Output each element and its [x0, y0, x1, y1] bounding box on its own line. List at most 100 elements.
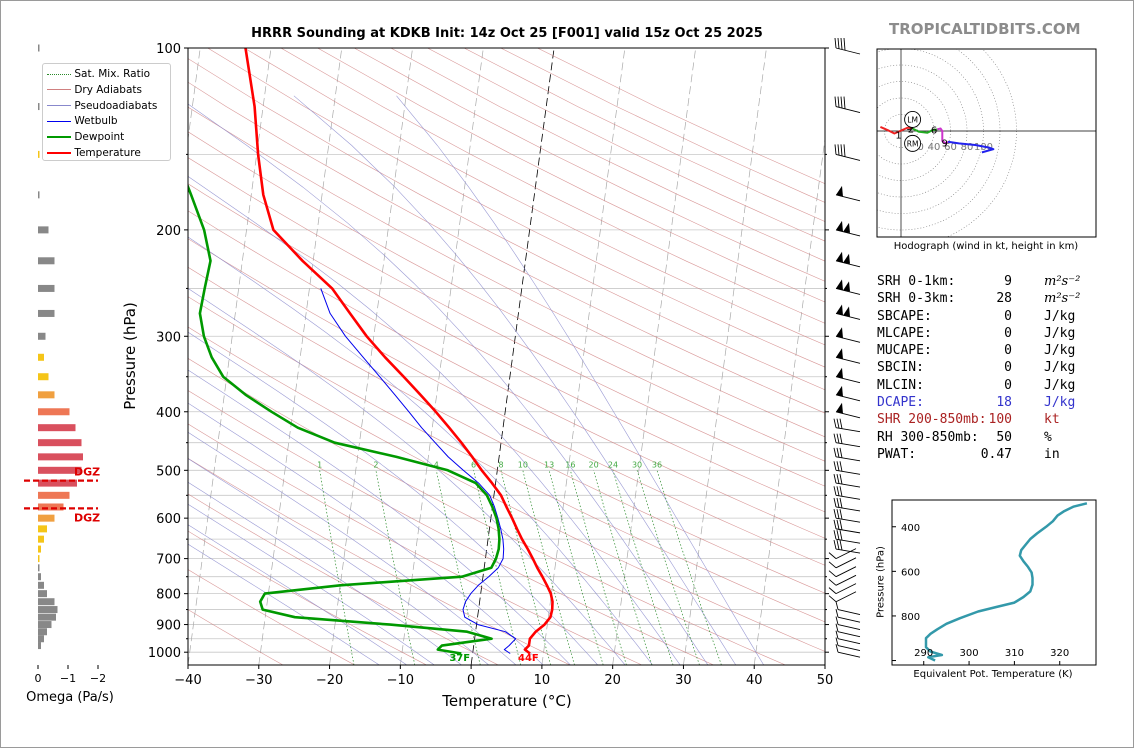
mixing-ratio-label: 6	[471, 460, 476, 469]
wind-barb	[833, 447, 861, 462]
wind-barb	[835, 402, 861, 419]
dry-adiabat	[244, 48, 825, 346]
wind-barb	[835, 367, 861, 384]
omega-bar	[38, 353, 44, 361]
theta-e-y-tick-label: 400	[901, 523, 920, 534]
pseudoadiabat	[188, 503, 435, 665]
hodograph-height-label: 6	[931, 125, 937, 136]
y-tick-label: 400	[156, 406, 181, 421]
wind-barb	[835, 304, 861, 320]
pseudoadiabat	[188, 543, 380, 665]
hodograph-height-label: 3	[906, 122, 912, 133]
mixing-ratio-line	[570, 470, 627, 665]
wind-barb	[835, 327, 861, 343]
hodograph-height-label: 1	[895, 130, 901, 141]
pseudoadiabat	[188, 481, 462, 665]
y-axis-label: Pressure (hPa)	[121, 302, 139, 410]
omega-bar	[38, 284, 55, 292]
isotherm-line	[258, 48, 343, 665]
omega-bar	[38, 439, 82, 447]
wind-barb	[834, 144, 861, 161]
pseudoadiabat	[188, 103, 709, 665]
skew-t-frame	[187, 47, 826, 666]
stats-unit: %	[1044, 429, 1052, 445]
storm-motion-marker	[904, 110, 922, 128]
stats-label: PWAT:	[877, 446, 917, 462]
stats-unit: J/kg	[1044, 395, 1076, 411]
dry-adiabat	[188, 266, 825, 594]
theta-e-x-tick-label: 320	[1050, 648, 1069, 659]
mixing-ratio-label: 8	[498, 460, 503, 469]
x-tick-label: 40	[746, 673, 763, 688]
isotherm-line	[188, 48, 272, 665]
theta-e-line	[924, 502, 1088, 662]
stats-value: 9	[1004, 274, 1012, 289]
theta-e-plot-area	[924, 502, 1088, 662]
omega-bar	[38, 191, 40, 199]
isotherm-line	[612, 48, 697, 665]
dgz-label: DGZ	[74, 511, 100, 524]
pseudoadiabat	[396, 95, 764, 665]
legend-item-wetbulb: Wetbulb	[47, 114, 157, 130]
omega-bar	[38, 598, 55, 606]
pseudoadiabat	[293, 95, 737, 665]
stats-unit: m²s⁻²	[1044, 274, 1081, 289]
y-tick-label: 700	[156, 553, 181, 568]
stats-unit: m²s⁻²	[1044, 291, 1081, 307]
stats-value: 100	[988, 412, 1012, 428]
x-tick-label: 50	[817, 673, 834, 688]
wind-barb	[835, 623, 861, 638]
mixing-ratio-line	[636, 470, 700, 665]
wind-barb	[835, 644, 861, 658]
hodograph-plot-area: 2040608010012369LMRM	[877, 49, 1096, 237]
mixing-ratio-line	[612, 470, 674, 665]
wind-barb	[835, 220, 861, 237]
mixing-ratio-line	[548, 470, 604, 665]
wind-barb	[828, 548, 857, 560]
omega-x-tick-label: 0	[35, 672, 42, 685]
omega-x-tick-label: −2	[90, 672, 106, 685]
isotherm-line	[329, 48, 413, 665]
x-axis-label: Temperature (°C)	[442, 692, 572, 710]
wind-barb	[835, 601, 861, 615]
y-tick-label: 800	[156, 588, 181, 603]
stats-label: MLCAPE:	[877, 325, 932, 341]
omega-x-tick-label: −1	[60, 672, 76, 685]
theta-e-x-tick-label: 300	[960, 648, 979, 659]
legend-swatch-mixing-ratio	[47, 73, 71, 75]
hodograph-trace	[947, 140, 995, 154]
mixing-ratio-line	[473, 470, 522, 665]
theta-e-x-label: Equivalent Pot. Temperature (K)	[913, 669, 1073, 680]
stats-unit: kt	[1044, 412, 1060, 428]
wind-barb	[835, 609, 861, 623]
dry-adiabat	[390, 48, 825, 262]
stats-label: SRH 0-3km:	[877, 291, 956, 307]
legend-swatch-dry-adiabats	[47, 89, 71, 91]
x-tick-label: −10	[387, 673, 414, 688]
wetbulb-line	[320, 288, 517, 654]
pseudoadiabat	[188, 287, 626, 665]
legend-item-pseudoadiabats: Pseudoadiabats	[47, 99, 157, 115]
mixing-ratio-label: 13	[544, 460, 554, 469]
dry-adiabat	[317, 48, 825, 303]
y-tick-label: 600	[156, 512, 181, 527]
isotherm-line	[683, 48, 767, 665]
stats-label: MLCIN:	[877, 377, 924, 393]
stats-label: DCAPE:	[877, 395, 924, 411]
omega-bar	[38, 226, 49, 234]
y-tick-label: 200	[156, 224, 181, 239]
pseudoadiabat	[188, 458, 489, 665]
mixing-ratio-label: 30	[632, 460, 642, 469]
stats-value: 0	[1004, 308, 1012, 324]
wind-barb	[833, 418, 861, 433]
legend-swatch-dewpoint	[47, 136, 71, 139]
wind-barb	[833, 433, 861, 448]
omega-bar	[38, 545, 41, 553]
omega-bar	[38, 491, 70, 499]
watermark: TROPICALTIDBITS.COM	[889, 20, 1081, 38]
omega-bar	[38, 453, 83, 461]
hodograph-trace	[912, 127, 938, 134]
x-tick-label: −40	[174, 673, 201, 688]
stats-unit: in	[1044, 446, 1060, 462]
wind-barb	[835, 616, 861, 630]
